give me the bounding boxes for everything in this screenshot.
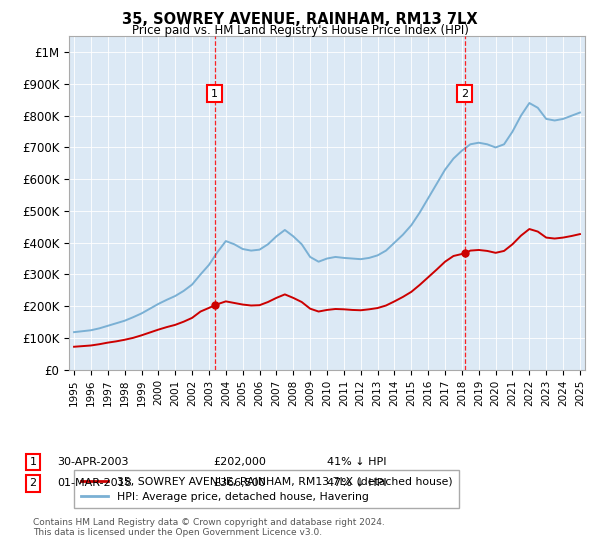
Text: £366,500: £366,500	[213, 478, 266, 488]
Text: 1: 1	[29, 457, 37, 467]
Text: 47% ↓ HPI: 47% ↓ HPI	[327, 478, 386, 488]
Legend: 35, SOWREY AVENUE, RAINHAM, RM13 7LX (detached house), HPI: Average price, detac: 35, SOWREY AVENUE, RAINHAM, RM13 7LX (de…	[74, 470, 459, 508]
Text: 30-APR-2003: 30-APR-2003	[57, 457, 128, 467]
Text: Price paid vs. HM Land Registry's House Price Index (HPI): Price paid vs. HM Land Registry's House …	[131, 24, 469, 36]
Text: £202,000: £202,000	[213, 457, 266, 467]
Text: 2: 2	[29, 478, 37, 488]
Text: Contains HM Land Registry data © Crown copyright and database right 2024.
This d: Contains HM Land Registry data © Crown c…	[33, 518, 385, 538]
Text: 35, SOWREY AVENUE, RAINHAM, RM13 7LX: 35, SOWREY AVENUE, RAINHAM, RM13 7LX	[122, 12, 478, 27]
Text: 2: 2	[461, 88, 469, 99]
Text: 1: 1	[211, 88, 218, 99]
Text: 01-MAR-2018: 01-MAR-2018	[57, 478, 132, 488]
Text: 41% ↓ HPI: 41% ↓ HPI	[327, 457, 386, 467]
